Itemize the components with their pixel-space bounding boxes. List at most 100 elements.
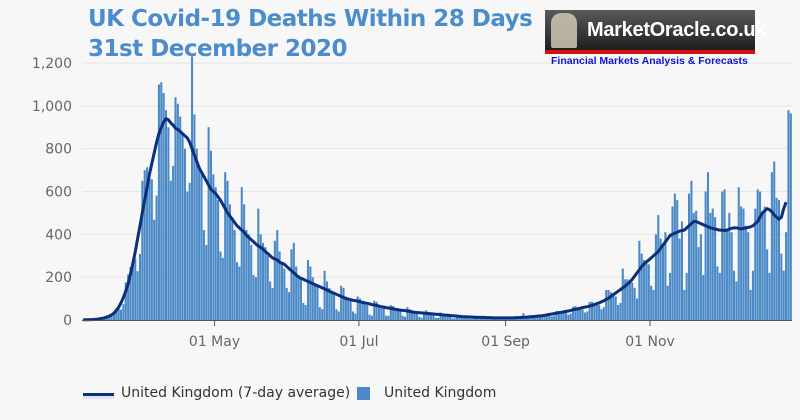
daily-bar [193,114,196,321]
daily-bar [271,287,274,320]
daily-bar [259,234,262,320]
daily-bar [638,240,641,320]
daily-bar [486,318,489,320]
daily-bar [725,230,728,320]
daily-bar [328,287,331,320]
daily-bar [280,262,284,320]
x-tick-label: 01 Jul [339,334,378,350]
daily-bar [446,315,449,320]
daily-bar [782,270,785,320]
daily-bar [569,313,572,320]
legend-average[interactable]: United Kingdom (7-day average) [121,385,351,401]
daily-bar [214,187,217,320]
daily-bar [202,230,205,320]
daily-bar [318,307,321,320]
daily-bar [451,318,454,320]
daily-bar [333,294,336,320]
daily-bar [732,270,736,320]
daily-bar [695,210,698,320]
daily-bar [141,180,144,320]
daily-bar [444,314,447,320]
daily-bar [122,304,125,320]
seven-day-average-line [83,117,788,322]
daily-bar [588,301,591,320]
daily-bar [759,191,762,320]
daily-bar [413,311,416,320]
daily-bar [543,314,546,320]
daily-bar [754,208,757,320]
daily-bar [105,317,108,320]
daily-bar [501,319,504,320]
daily-bar [422,311,426,320]
daily-bar [716,266,719,320]
daily-bar [198,165,201,320]
daily-bar [226,180,229,320]
daily-bar [247,234,250,320]
daily-bar [564,312,568,320]
daily-bar [278,251,281,320]
daily-bar [209,150,213,320]
daily-bar [467,318,470,320]
daily-bar [262,242,265,320]
daily-bar [337,311,340,320]
daily-bar [742,208,745,320]
daily-bar [356,296,359,320]
daily-bar [628,282,631,320]
daily-bar [548,315,551,320]
daily-bar [519,318,523,320]
gridlines [82,62,792,278]
daily-bar [692,212,695,320]
daily-bar [763,206,766,320]
daily-bar [427,312,430,320]
x-tick-label: 01 Sep [481,334,530,350]
daily-bar [396,309,399,320]
daily-bar [392,306,395,320]
daily-bar [363,303,366,320]
daily-bar [415,313,418,320]
x-axis: 01 May 01 Jul 01 Sep 01 Nov [82,320,792,350]
daily-bar [721,191,724,320]
daily-bar [654,234,657,320]
daily-bar [250,245,253,320]
daily-bar [562,311,565,320]
daily-bar [567,314,570,320]
daily-bar [740,206,743,320]
daily-bar [174,97,177,321]
daily-bar [737,187,740,320]
daily-bar [688,193,691,320]
daily-bar [728,212,731,320]
daily-bar [789,113,792,321]
daily-bar [517,318,520,320]
daily-bar [347,298,350,320]
daily-bar [359,298,362,320]
daily-bar [470,318,473,320]
daily-bar [699,234,702,320]
daily-bar [420,317,423,320]
chart-subtitle: 31st December 2020 [88,36,348,62]
daily-bar [160,82,163,321]
daily-bar [581,309,584,320]
daily-bar [257,208,260,320]
daily-bar [394,308,397,320]
daily-bar [448,315,452,320]
daily-bar [652,290,655,320]
daily-bar [463,316,466,320]
y-tick-label: 1,200 [32,56,72,72]
daily-bar [595,303,598,320]
daily-bar [205,245,208,320]
daily-bar [406,307,409,320]
daily-bar [697,247,700,320]
daily-bar [723,189,726,320]
daily-bar [775,197,778,320]
daily-bar [785,232,788,320]
daily-bar [314,283,317,320]
daily-bar [550,316,553,320]
daily-bar [150,179,153,320]
daily-bar [292,242,295,320]
daily-bar [744,225,747,320]
daily-bar [574,306,577,320]
daily-bar [276,230,279,320]
y-tick-label: 600 [45,185,72,201]
legend-daily[interactable]: United Kingdom [384,385,497,401]
daily-bar [645,261,648,320]
